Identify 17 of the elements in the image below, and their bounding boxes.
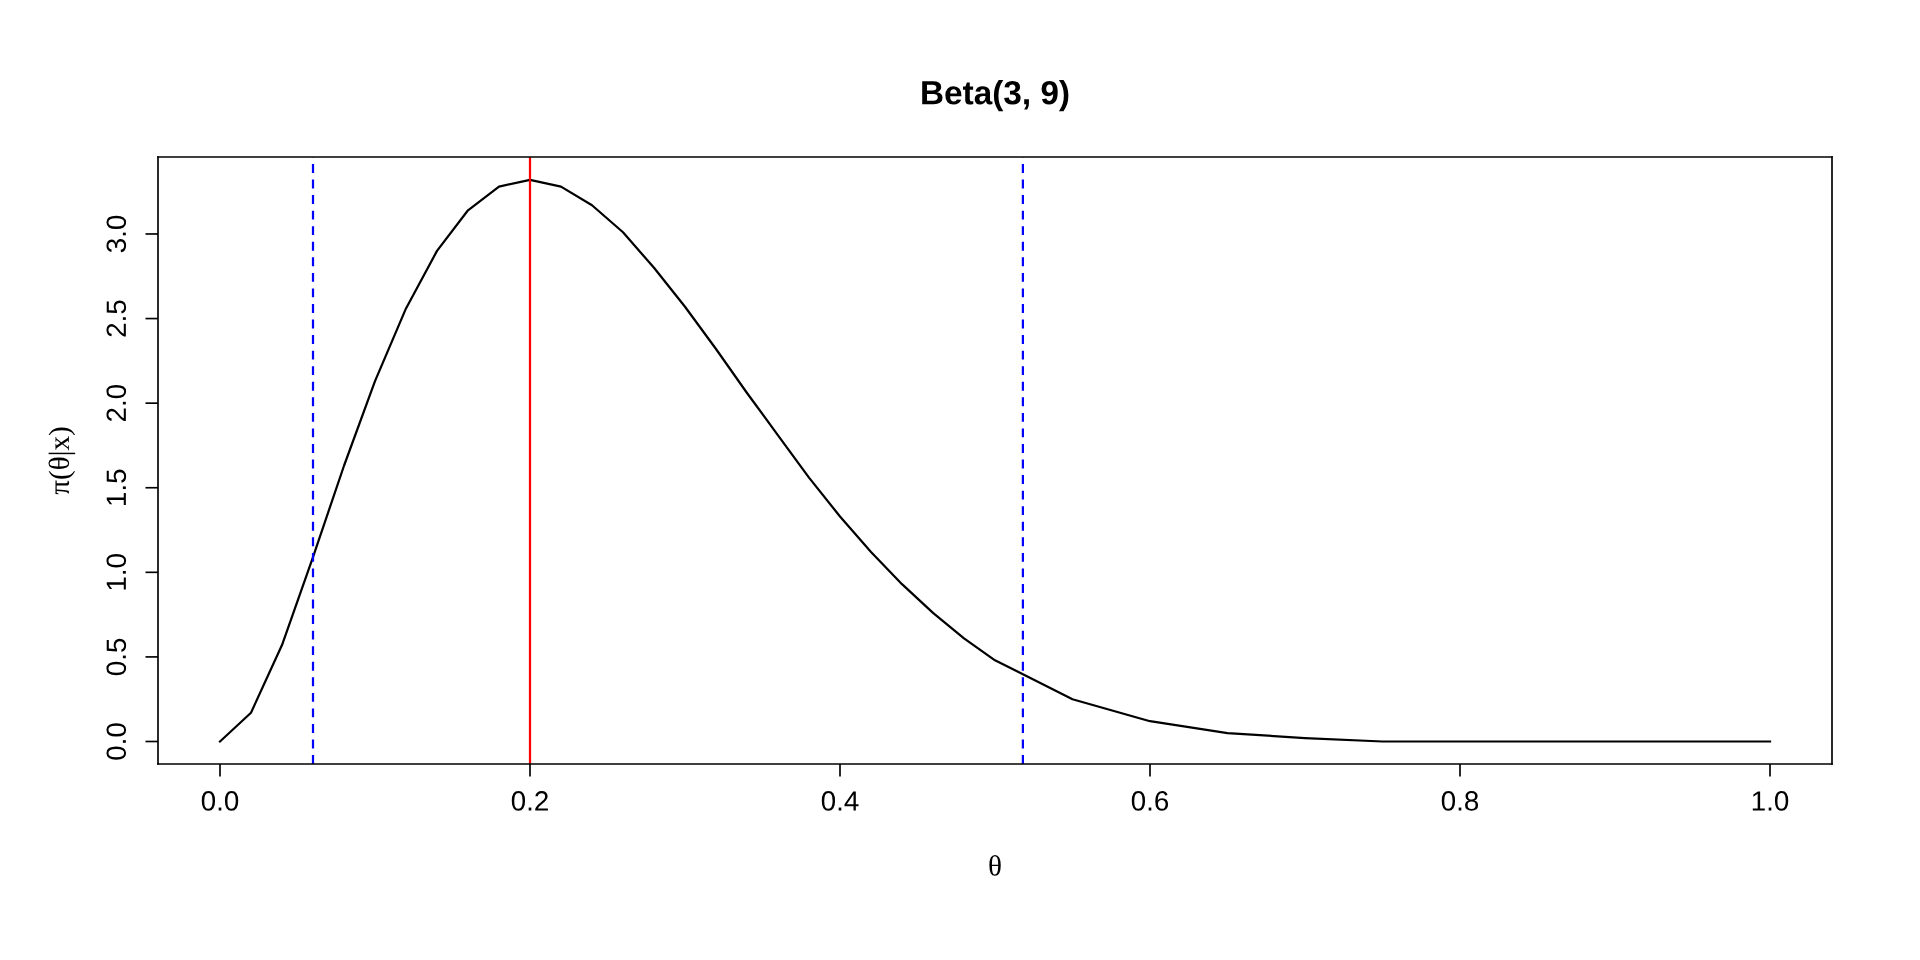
y-tick-label: 3.0 [106,215,127,253]
y-tick-label: 1.0 [106,554,127,590]
y-tick-label: 2.0 [106,384,127,422]
x-tick-label: 0.2 [511,791,548,811]
y-axis-title: π(θ|x) [48,427,76,495]
x-tick-label: 0.6 [1131,791,1169,811]
x-tick-label: 1.0 [1752,791,1789,811]
y-tick-label: 1.5 [106,469,127,505]
x-tick-label: 0.4 [821,791,859,811]
line-series [218,178,1772,743]
y-tick-label: 0.0 [106,723,127,760]
x-axis-title: θ [989,855,1001,876]
y-tick-label: 2.5 [106,300,127,337]
x-tick-label: 0.0 [201,791,239,811]
y-tick-label: 0.5 [106,638,127,676]
chart-title: Beta(3, 9) [922,80,1069,112]
x-tick-label: 0.8 [1441,791,1479,811]
